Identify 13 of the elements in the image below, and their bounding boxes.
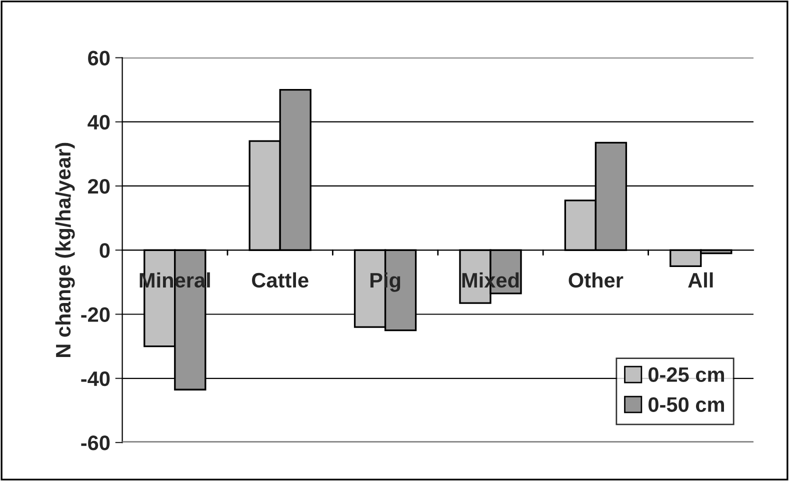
y-tick-label: 20 <box>88 178 110 194</box>
y-tick-label: 60 <box>88 50 110 66</box>
y-tick-label: 0 <box>100 243 110 258</box>
x-tick-label: Cattle <box>252 272 308 288</box>
y-axis-title: N change (kg/ha/year) <box>55 142 75 357</box>
x-tick-label: All <box>688 272 713 288</box>
y-tick-label: -40 <box>81 371 110 386</box>
x-tick-label: Other <box>568 272 624 288</box>
legend-label: 0-25 cm <box>648 367 724 382</box>
y-tick-label: -60 <box>81 436 110 450</box>
y-tick-label: -20 <box>81 307 110 322</box>
legend-label: 0-50 cm <box>648 397 724 412</box>
y-tick-label: 40 <box>88 114 110 130</box>
